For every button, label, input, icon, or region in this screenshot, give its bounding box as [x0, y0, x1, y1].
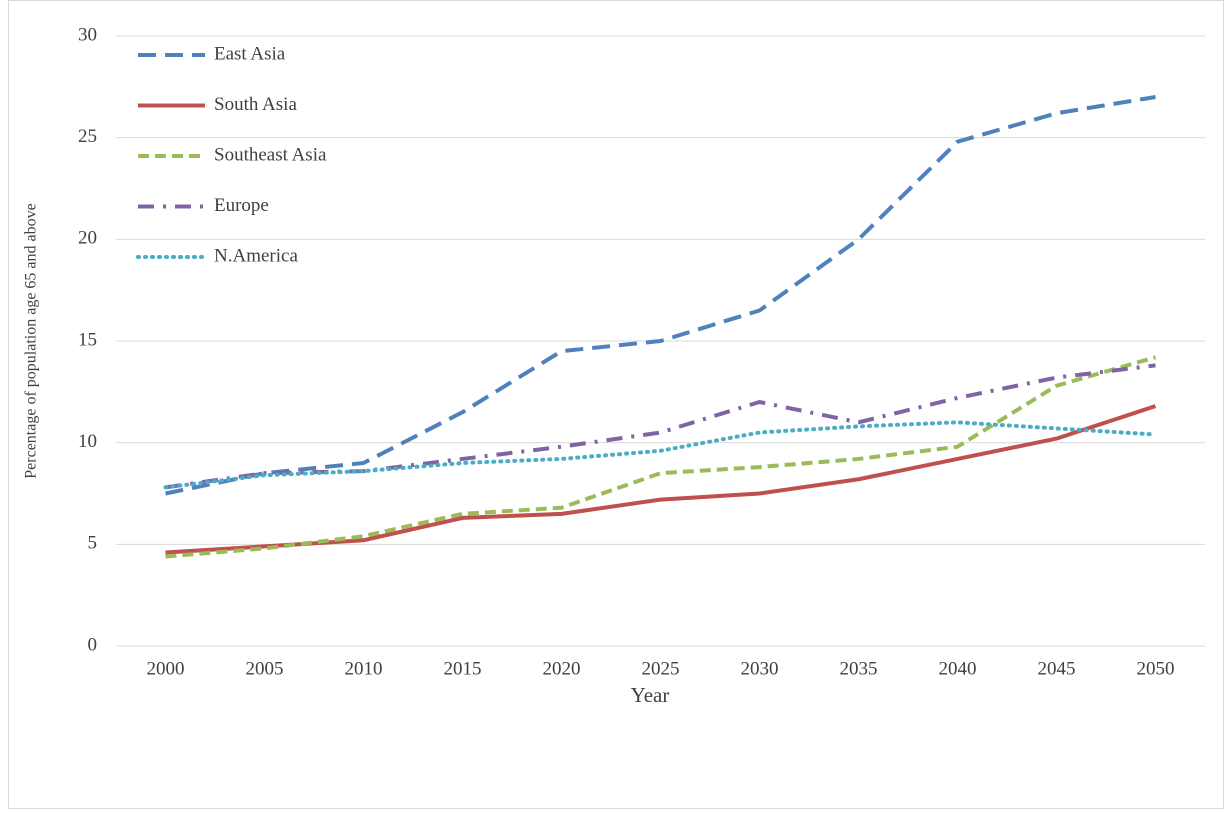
x-tick-label: 2035	[840, 658, 878, 679]
chart-frame	[8, 0, 1224, 809]
x-tick-label: 2050	[1137, 658, 1175, 679]
legend-label: South Asia	[214, 94, 297, 115]
y-tick-label: 0	[88, 634, 98, 655]
x-axis-label: Year	[631, 683, 670, 707]
series-line	[165, 95, 1156, 496]
x-tick-label: 2010	[345, 658, 383, 679]
series-line	[163, 420, 1158, 490]
legend-label: N.America	[214, 245, 298, 266]
y-tick-label: 20	[78, 228, 97, 249]
x-tick-label: 2005	[246, 658, 284, 679]
series-line	[165, 404, 1157, 555]
x-tick-label: 2040	[939, 658, 977, 679]
x-tick-label: 2000	[147, 658, 185, 679]
y-axis-label: Percentage of population age 65 and abov…	[23, 203, 40, 478]
legend-label: Southeast Asia	[214, 144, 327, 165]
x-tick-label: 2045	[1038, 658, 1076, 679]
x-tick-label: 2030	[741, 658, 779, 679]
series-line	[165, 355, 1157, 559]
y-tick-label: 5	[88, 533, 98, 554]
y-tick-label: 25	[78, 126, 97, 147]
x-tick-label: 2015	[444, 658, 482, 679]
x-tick-label: 2025	[642, 658, 680, 679]
y-tick-label: 10	[78, 431, 97, 452]
legend-label: Europe	[214, 195, 269, 216]
legend-label: East Asia	[214, 43, 286, 64]
x-tick-label: 2020	[543, 658, 581, 679]
y-tick-label: 15	[78, 329, 97, 350]
y-tick-label: 30	[78, 24, 97, 45]
